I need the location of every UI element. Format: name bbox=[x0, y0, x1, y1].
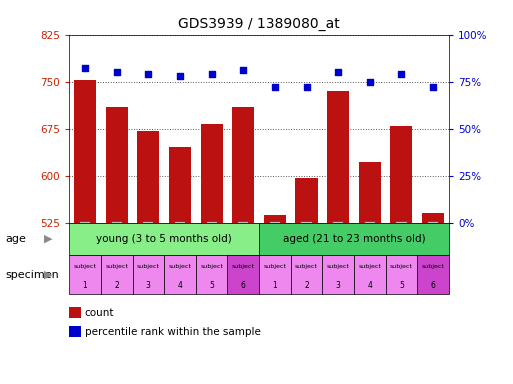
Point bbox=[429, 84, 437, 90]
Text: 4: 4 bbox=[367, 281, 372, 290]
Point bbox=[397, 71, 405, 77]
Bar bbox=[390, 126, 412, 223]
Bar bbox=[291, 255, 322, 294]
Point bbox=[366, 79, 374, 85]
Text: subject: subject bbox=[359, 263, 381, 269]
Point bbox=[302, 84, 310, 90]
Text: 3: 3 bbox=[336, 281, 341, 290]
Text: subject: subject bbox=[327, 263, 349, 269]
Text: 5: 5 bbox=[399, 281, 404, 290]
Bar bbox=[259, 255, 291, 294]
Bar bbox=[264, 215, 286, 223]
Text: 1: 1 bbox=[272, 281, 277, 290]
Text: percentile rank within the sample: percentile rank within the sample bbox=[85, 327, 261, 337]
Bar bbox=[259, 223, 449, 255]
Text: subject: subject bbox=[232, 263, 254, 269]
Point bbox=[271, 84, 279, 90]
Bar bbox=[327, 91, 349, 223]
Bar bbox=[69, 255, 101, 294]
Bar bbox=[322, 255, 354, 294]
Bar bbox=[164, 255, 196, 294]
Bar bbox=[69, 223, 259, 255]
Text: subject: subject bbox=[390, 263, 413, 269]
Point bbox=[113, 69, 121, 75]
Bar bbox=[169, 147, 191, 223]
Text: subject: subject bbox=[137, 263, 160, 269]
Text: 2: 2 bbox=[114, 281, 119, 290]
Text: 2: 2 bbox=[304, 281, 309, 290]
Text: 5: 5 bbox=[209, 281, 214, 290]
Bar bbox=[101, 255, 132, 294]
Text: specimen: specimen bbox=[5, 270, 59, 280]
Bar bbox=[422, 214, 444, 223]
Bar bbox=[232, 107, 254, 223]
Point bbox=[144, 71, 152, 77]
Bar bbox=[386, 255, 417, 294]
Text: ▶: ▶ bbox=[44, 270, 52, 280]
Bar bbox=[132, 255, 164, 294]
Text: subject: subject bbox=[105, 263, 128, 269]
Bar bbox=[106, 107, 128, 223]
Text: young (3 to 5 months old): young (3 to 5 months old) bbox=[96, 234, 232, 244]
Bar bbox=[354, 255, 386, 294]
Text: subject: subject bbox=[74, 263, 96, 269]
Text: subject: subject bbox=[422, 263, 444, 269]
Title: GDS3939 / 1389080_at: GDS3939 / 1389080_at bbox=[178, 17, 340, 31]
Text: 6: 6 bbox=[430, 281, 436, 290]
Bar bbox=[74, 80, 96, 223]
Bar bbox=[137, 131, 160, 223]
Text: subject: subject bbox=[264, 263, 286, 269]
Point bbox=[239, 67, 247, 73]
Point bbox=[207, 71, 215, 77]
Text: 6: 6 bbox=[241, 281, 246, 290]
Bar bbox=[295, 178, 318, 223]
Text: age: age bbox=[5, 234, 26, 244]
Point bbox=[334, 69, 342, 75]
Text: subject: subject bbox=[169, 263, 191, 269]
Bar bbox=[227, 255, 259, 294]
Text: 3: 3 bbox=[146, 281, 151, 290]
Text: 1: 1 bbox=[83, 281, 87, 290]
Text: aged (21 to 23 months old): aged (21 to 23 months old) bbox=[283, 234, 425, 244]
Bar bbox=[196, 255, 227, 294]
Bar bbox=[201, 124, 223, 223]
Text: subject: subject bbox=[295, 263, 318, 269]
Point bbox=[81, 65, 89, 71]
Text: ▶: ▶ bbox=[44, 234, 52, 244]
Text: count: count bbox=[85, 308, 114, 318]
Bar bbox=[359, 162, 381, 223]
Bar bbox=[417, 255, 449, 294]
Text: 4: 4 bbox=[177, 281, 183, 290]
Text: subject: subject bbox=[200, 263, 223, 269]
Point bbox=[176, 73, 184, 79]
